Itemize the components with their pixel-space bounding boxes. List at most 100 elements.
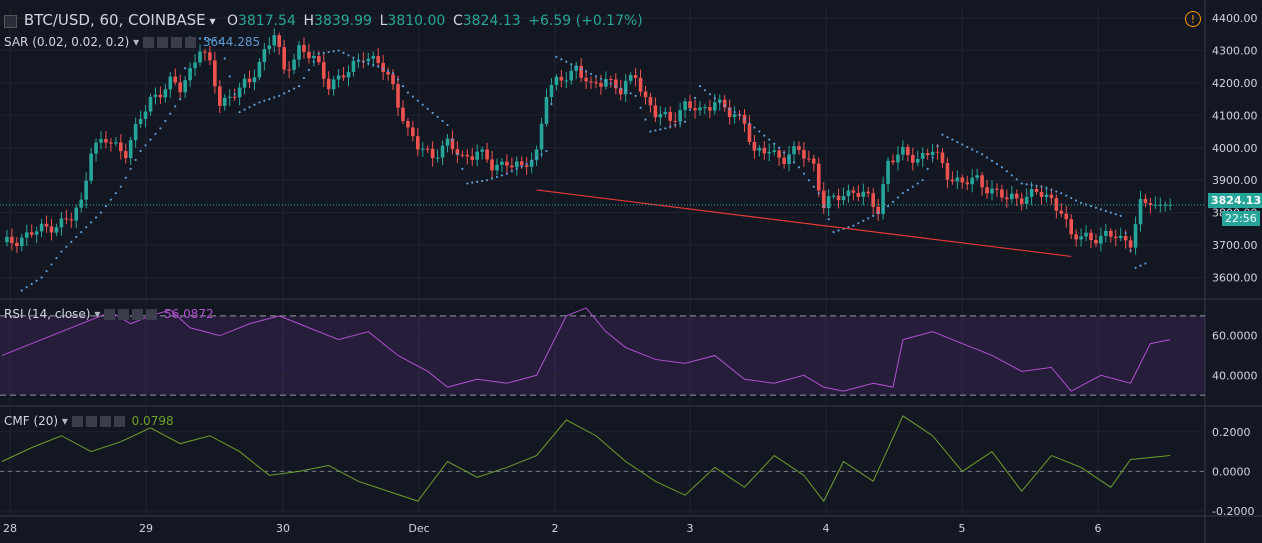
candle-body bbox=[252, 77, 257, 83]
candle-body bbox=[797, 146, 801, 150]
close-icon[interactable] bbox=[185, 37, 197, 48]
warning-icon[interactable]: ! bbox=[1185, 11, 1201, 27]
sar-dot bbox=[446, 123, 449, 127]
collapse-icon[interactable] bbox=[4, 15, 17, 28]
sar-dot bbox=[783, 151, 786, 154]
eye-icon[interactable] bbox=[143, 37, 155, 48]
y-tick-label: 4200.00 bbox=[1212, 77, 1258, 90]
close-icon[interactable] bbox=[113, 416, 125, 427]
candle-body bbox=[816, 163, 821, 191]
candle-body bbox=[777, 150, 781, 158]
candle-body bbox=[440, 145, 445, 158]
sar-dot bbox=[822, 205, 825, 208]
candle-body bbox=[846, 190, 851, 197]
sar-dot bbox=[862, 219, 865, 222]
sar-dot bbox=[951, 138, 954, 141]
sar-dot bbox=[679, 122, 682, 125]
sar-dot bbox=[490, 177, 494, 180]
symbol-dropdown-icon[interactable]: ▾ bbox=[209, 14, 216, 28]
x-tick-label: 6 bbox=[1095, 522, 1102, 535]
sar-dot bbox=[1099, 208, 1102, 211]
candle-body bbox=[772, 150, 776, 152]
close-icon[interactable] bbox=[146, 309, 158, 320]
candle-body bbox=[614, 79, 618, 89]
sar-dot bbox=[1124, 232, 1127, 235]
rsi-dropdown-icon[interactable]: ▾ bbox=[94, 307, 101, 321]
candle-body bbox=[1014, 193, 1019, 199]
sar-dot bbox=[174, 105, 177, 108]
sar-dot bbox=[94, 216, 98, 219]
rsi-name[interactable]: RSI (14, close) bbox=[4, 307, 91, 321]
sar-dot bbox=[342, 51, 345, 54]
candle-body bbox=[232, 96, 237, 98]
sar-dot bbox=[664, 127, 667, 130]
sar-name[interactable]: SAR (0.02, 0.02, 0.2) bbox=[4, 35, 130, 49]
sar-dot bbox=[886, 205, 890, 208]
candle-body bbox=[44, 223, 49, 227]
sar-dot bbox=[312, 60, 315, 63]
sar-dot bbox=[644, 118, 647, 121]
settings-icon[interactable] bbox=[157, 37, 169, 48]
sar-dot bbox=[1045, 187, 1048, 190]
sar-dot bbox=[624, 89, 627, 93]
more-icon[interactable] bbox=[171, 37, 183, 48]
candle-body bbox=[257, 62, 262, 78]
sar-dot bbox=[263, 99, 266, 102]
sar-dot bbox=[961, 143, 964, 146]
candle-body bbox=[1069, 219, 1073, 235]
rsi-tick-label: 40.0000 bbox=[1212, 369, 1258, 382]
sar-dot bbox=[347, 54, 350, 57]
eye-icon[interactable] bbox=[104, 309, 116, 320]
candle-body bbox=[732, 114, 737, 118]
sar-dot bbox=[580, 67, 583, 71]
candle-body bbox=[1044, 194, 1049, 197]
sar-dot bbox=[797, 166, 801, 169]
candle-body bbox=[455, 149, 460, 155]
candle-body bbox=[1034, 188, 1039, 192]
candle-body bbox=[287, 69, 291, 71]
candle-body bbox=[901, 147, 905, 155]
candle-body bbox=[1079, 236, 1083, 240]
sar-dot bbox=[139, 149, 142, 153]
symbol-title[interactable]: BTC/USD, 60, COINBASE bbox=[23, 11, 206, 29]
sar-dot bbox=[812, 185, 815, 188]
candle-body bbox=[673, 120, 677, 122]
candle-body bbox=[564, 80, 569, 82]
sar-dot bbox=[896, 196, 900, 199]
candle-body bbox=[1019, 198, 1024, 204]
candle-body bbox=[213, 60, 217, 87]
candle-body bbox=[604, 79, 608, 87]
candle-body bbox=[267, 45, 272, 50]
candle-body bbox=[401, 107, 405, 122]
sar-dot bbox=[283, 92, 286, 95]
candle-body bbox=[69, 219, 74, 221]
sar-dot bbox=[585, 70, 588, 73]
more-icon[interactable] bbox=[99, 416, 111, 427]
more-icon[interactable] bbox=[132, 309, 144, 320]
settings-icon[interactable] bbox=[85, 416, 97, 427]
candle-body bbox=[752, 141, 757, 151]
sar-dot bbox=[461, 167, 464, 170]
sar-dot bbox=[154, 132, 157, 136]
candle-body bbox=[1118, 235, 1123, 239]
cmf-name[interactable]: CMF (20) bbox=[4, 414, 59, 428]
candle-body bbox=[282, 47, 286, 70]
eye-icon[interactable] bbox=[71, 416, 83, 427]
candle-body bbox=[836, 195, 841, 201]
candle-body bbox=[49, 226, 54, 233]
sar-dropdown-icon[interactable]: ▾ bbox=[133, 35, 140, 49]
candle-body bbox=[203, 51, 207, 53]
sar-dot bbox=[1055, 190, 1058, 193]
sar-dot bbox=[208, 38, 211, 41]
cmf-tick-label: -0.2000 bbox=[1212, 505, 1254, 518]
settings-icon[interactable] bbox=[118, 309, 130, 320]
candle-body bbox=[470, 156, 475, 160]
candle-body bbox=[89, 153, 93, 181]
trend-line bbox=[536, 189, 1072, 258]
candle-body bbox=[406, 121, 410, 128]
candle-body bbox=[1123, 235, 1128, 241]
cmf-dropdown-icon[interactable]: ▾ bbox=[61, 414, 68, 428]
candle-body bbox=[524, 165, 529, 167]
candle-body bbox=[995, 188, 999, 190]
